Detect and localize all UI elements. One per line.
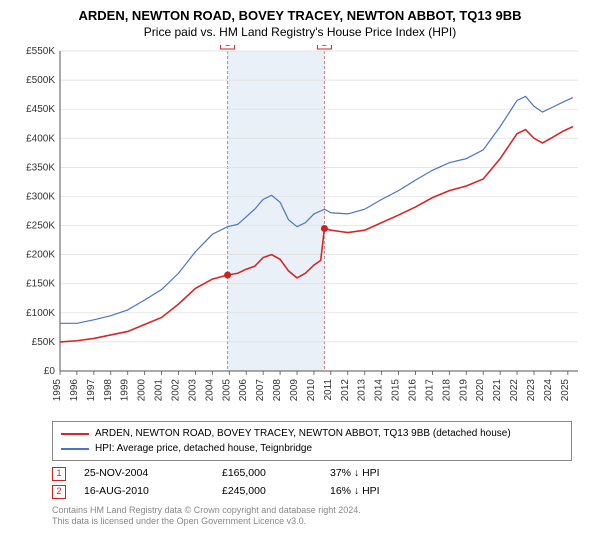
svg-text:£550K: £550K: [26, 46, 55, 57]
svg-text:1997: 1997: [86, 379, 97, 402]
svg-text:2025: 2025: [560, 379, 571, 402]
svg-text:2018: 2018: [441, 379, 452, 402]
svg-text:£200K: £200K: [26, 250, 55, 261]
svg-text:2020: 2020: [475, 379, 486, 402]
legend-item: HPI: Average price, detached house, Teig…: [61, 441, 563, 456]
legend-swatch: [61, 433, 89, 435]
legend-label: HPI: Average price, detached house, Teig…: [95, 441, 312, 456]
event-number: 1: [52, 467, 66, 481]
svg-text:2016: 2016: [407, 379, 418, 402]
footer-line2: This data is licensed under the Open Gov…: [52, 516, 588, 528]
event-diff: 16% ↓ HPI: [330, 483, 420, 501]
svg-text:£350K: £350K: [26, 162, 55, 173]
svg-text:£100K: £100K: [26, 308, 55, 319]
svg-text:1995: 1995: [52, 379, 63, 402]
svg-text:1998: 1998: [103, 379, 114, 402]
svg-text:2022: 2022: [509, 379, 520, 402]
svg-text:1: 1: [225, 45, 230, 48]
chart-subtitle: Price paid vs. HM Land Registry's House …: [12, 25, 588, 39]
svg-text:2021: 2021: [492, 379, 503, 402]
svg-text:£300K: £300K: [26, 191, 55, 202]
svg-text:2015: 2015: [391, 379, 402, 402]
svg-text:2007: 2007: [255, 379, 266, 402]
svg-text:2017: 2017: [424, 379, 435, 402]
svg-text:£500K: £500K: [26, 75, 55, 86]
svg-text:1999: 1999: [120, 379, 131, 402]
footer-attribution: Contains HM Land Registry data © Crown c…: [52, 505, 588, 528]
svg-text:£450K: £450K: [26, 104, 55, 115]
svg-text:2: 2: [322, 45, 327, 48]
svg-text:2023: 2023: [526, 379, 537, 402]
event-row: 1 25-NOV-2004 £165,000 37% ↓ HPI: [52, 465, 588, 483]
svg-text:2011: 2011: [323, 379, 334, 401]
svg-text:2005: 2005: [221, 379, 232, 402]
footer-line1: Contains HM Land Registry data © Crown c…: [52, 505, 588, 517]
svg-text:£150K: £150K: [26, 279, 55, 290]
event-diff: 37% ↓ HPI: [330, 465, 420, 483]
svg-text:1996: 1996: [69, 379, 80, 402]
svg-text:2008: 2008: [272, 379, 283, 402]
event-price: £165,000: [222, 465, 312, 483]
event-price: £245,000: [222, 483, 312, 501]
legend-label: ARDEN, NEWTON ROAD, BOVEY TRACEY, NEWTON…: [95, 426, 511, 441]
chart-container: ARDEN, NEWTON ROAD, BOVEY TRACEY, NEWTON…: [0, 0, 600, 532]
event-row: 2 16-AUG-2010 £245,000 16% ↓ HPI: [52, 483, 588, 501]
svg-text:2024: 2024: [543, 379, 554, 402]
svg-text:2014: 2014: [374, 379, 385, 402]
legend-item: ARDEN, NEWTON ROAD, BOVEY TRACEY, NEWTON…: [61, 426, 563, 441]
svg-text:2009: 2009: [289, 379, 300, 402]
event-date: 16-AUG-2010: [84, 483, 204, 501]
svg-text:2004: 2004: [204, 379, 215, 402]
svg-text:£250K: £250K: [26, 221, 55, 232]
svg-text:2002: 2002: [170, 379, 181, 402]
svg-text:2006: 2006: [238, 379, 249, 402]
chart-area: £0 £50K £100K £150K £200K £250K £300K £350K £400…: [12, 45, 588, 415]
svg-text:£50K: £50K: [32, 337, 56, 348]
legend-swatch: [61, 448, 89, 450]
event-number: 2: [52, 485, 66, 499]
svg-text:2000: 2000: [137, 379, 148, 402]
chart-title: ARDEN, NEWTON ROAD, BOVEY TRACEY, NEWTON…: [12, 8, 588, 23]
svg-text:2003: 2003: [187, 379, 198, 402]
legend: ARDEN, NEWTON ROAD, BOVEY TRACEY, NEWTON…: [52, 421, 572, 461]
svg-text:2013: 2013: [357, 379, 368, 402]
svg-text:2001: 2001: [154, 379, 165, 402]
svg-text:2012: 2012: [340, 379, 351, 402]
title-block: ARDEN, NEWTON ROAD, BOVEY TRACEY, NEWTON…: [12, 8, 588, 39]
svg-text:£400K: £400K: [26, 133, 55, 144]
event-list: 1 25-NOV-2004 £165,000 37% ↓ HPI 2 16-AUG-201…: [52, 465, 588, 501]
svg-text:2010: 2010: [306, 379, 317, 402]
event-date: 25-NOV-2004: [84, 465, 204, 483]
svg-text:2019: 2019: [458, 379, 469, 402]
line-chart-svg: £0 £50K £100K £150K £200K £250K £300K £350K £400…: [12, 45, 588, 415]
svg-text:£0: £0: [44, 366, 56, 377]
